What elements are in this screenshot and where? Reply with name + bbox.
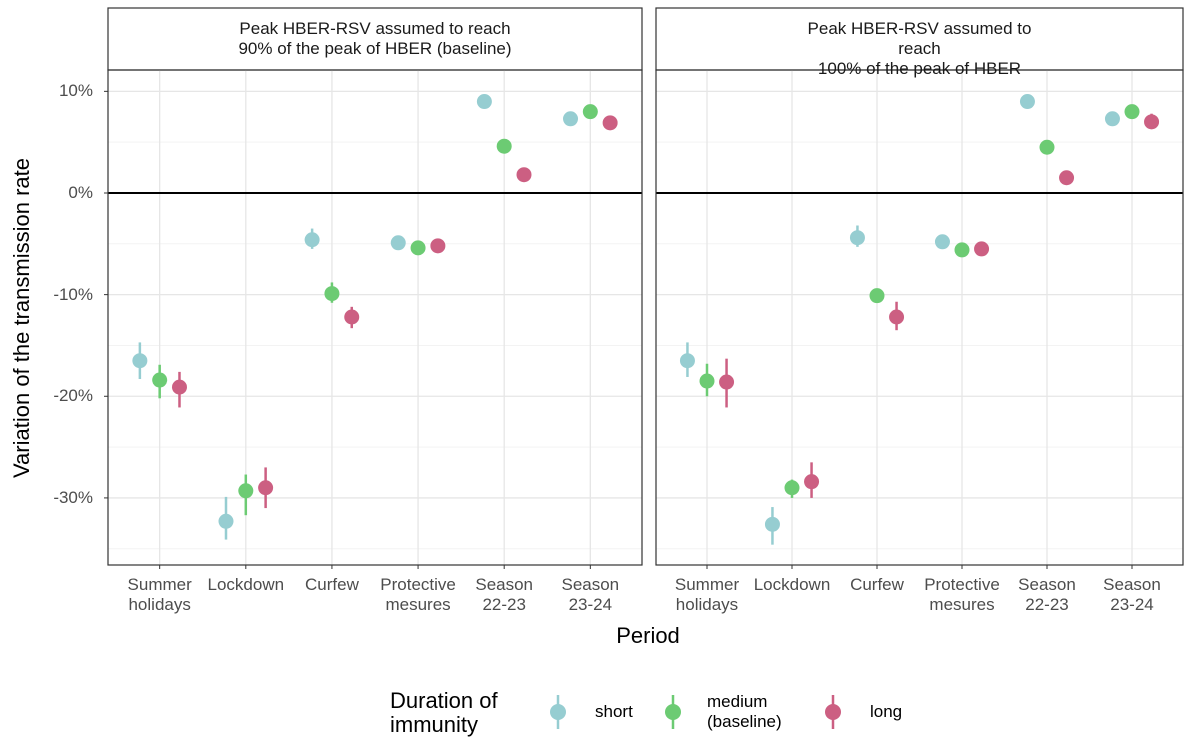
x-axis-title: Period xyxy=(616,623,680,648)
point xyxy=(238,483,254,499)
point xyxy=(496,138,512,154)
point xyxy=(516,167,532,183)
x-tick-label: Lockdown xyxy=(207,575,285,594)
y-tick-label: 10% xyxy=(58,81,93,101)
point xyxy=(1019,94,1035,110)
point xyxy=(1104,111,1120,127)
y-axis-title: Variation of the transmission rate xyxy=(9,158,34,478)
legend-key xyxy=(825,704,841,720)
point xyxy=(1144,114,1160,130)
strip xyxy=(655,7,1184,71)
point xyxy=(719,374,735,390)
point xyxy=(889,309,905,325)
point xyxy=(476,94,492,110)
point xyxy=(679,353,695,369)
point xyxy=(954,242,970,258)
x-tick-label: Season 23-24 xyxy=(1103,575,1161,614)
strip-title: Peak HBER-RSV assumed to reach 100% of t… xyxy=(807,19,1032,78)
x-tick-label: Curfew xyxy=(850,575,904,594)
y-tick-label: -30% xyxy=(53,487,93,507)
point xyxy=(258,480,274,496)
point xyxy=(974,241,990,257)
point xyxy=(849,230,865,246)
x-tick-label: Summer holidays xyxy=(127,575,192,614)
point xyxy=(582,104,598,120)
point xyxy=(1059,170,1075,186)
point xyxy=(764,516,780,532)
point xyxy=(1124,104,1140,120)
strip xyxy=(107,7,643,71)
x-tick-label: Summer holidays xyxy=(674,575,740,614)
legend-title: Duration of immunity xyxy=(390,688,498,737)
point xyxy=(152,372,168,388)
legend-label: medium (baseline) xyxy=(707,692,782,731)
point xyxy=(869,288,885,304)
legend-key xyxy=(550,704,566,720)
y-tick-label: 0% xyxy=(68,182,93,202)
point xyxy=(324,286,340,302)
x-tick-label: Season 22-23 xyxy=(475,575,534,614)
point xyxy=(410,240,426,256)
point xyxy=(390,235,406,251)
point xyxy=(218,513,234,529)
legend-label: long xyxy=(870,702,903,721)
point xyxy=(430,238,446,254)
point xyxy=(304,232,320,248)
strip-title: Peak HBER-RSV assumed to reach 90% of th… xyxy=(238,19,512,58)
point xyxy=(784,480,800,496)
point xyxy=(132,353,148,369)
point xyxy=(602,115,618,131)
x-tick-label: Protective mesures xyxy=(380,575,456,614)
point xyxy=(344,309,360,325)
x-tick-label: Curfew xyxy=(304,575,359,594)
point xyxy=(934,234,950,250)
point xyxy=(804,474,820,490)
point xyxy=(563,111,579,127)
point xyxy=(699,373,715,389)
panel-border xyxy=(655,69,1184,566)
x-tick-label: Season 23-24 xyxy=(561,575,620,614)
panel-border xyxy=(107,69,643,566)
y-tick-label: -20% xyxy=(53,386,93,406)
point xyxy=(1039,139,1055,155)
point xyxy=(171,379,187,395)
x-tick-label: Season 22-23 xyxy=(1018,575,1076,614)
x-tick-label: Protective mesures xyxy=(924,575,1000,614)
y-tick-label: -10% xyxy=(53,284,93,304)
legend-key xyxy=(665,704,681,720)
legend-label: short xyxy=(595,702,633,721)
x-tick-label: Lockdown xyxy=(753,575,831,594)
